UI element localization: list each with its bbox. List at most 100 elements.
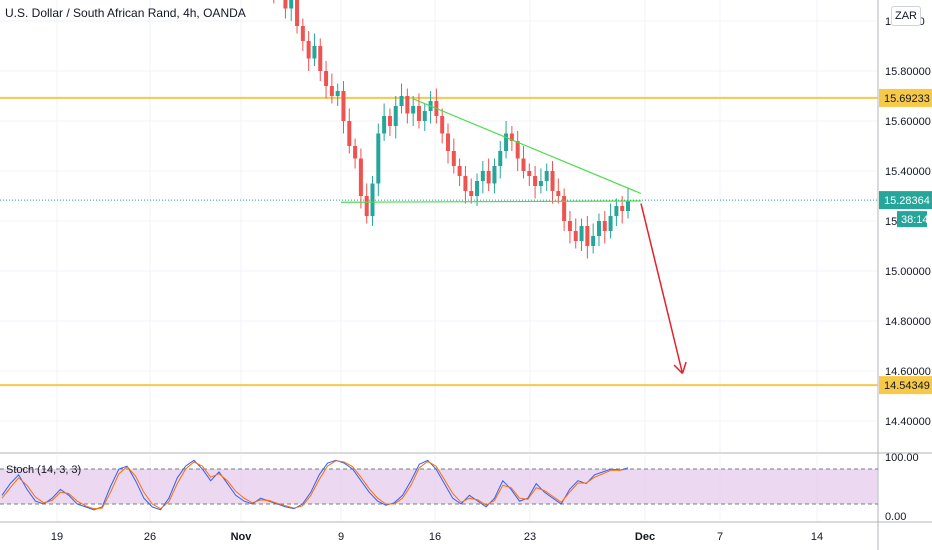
candle-body — [608, 216, 613, 231]
stoch-tick-label: 100.00 — [885, 452, 919, 464]
time-tick-label: 26 — [144, 531, 156, 543]
candle-body — [295, 0, 300, 26]
candle-body — [544, 171, 549, 181]
candle-body — [463, 176, 468, 191]
candle-body — [567, 221, 572, 231]
candle-body — [399, 96, 404, 106]
stoch-tick-label: 0.00 — [885, 511, 906, 523]
time-tick-label: 16 — [429, 531, 441, 543]
trendline — [412, 97, 642, 195]
price-tick-label: 15.00000 — [885, 266, 931, 278]
candle-body — [475, 181, 480, 196]
candle-body — [504, 133, 509, 151]
time-axis: 19 26 Nov 9 16 23 Dec 7 14 — [51, 531, 823, 543]
candle-body — [562, 196, 567, 221]
candle-body — [585, 226, 590, 246]
candle-body — [492, 166, 497, 184]
candle-body — [370, 183, 375, 216]
currency-button[interactable]: ZAR — [891, 6, 921, 26]
trendline — [340, 200, 642, 203]
candle-body — [382, 116, 387, 134]
candle-body — [376, 133, 381, 184]
candle-body — [480, 171, 485, 181]
candle-body — [596, 221, 601, 236]
candle-body — [614, 206, 619, 216]
time-tick-label: 23 — [524, 531, 536, 543]
candle-body — [411, 106, 416, 114]
candle-body — [329, 86, 334, 96]
arrow-head — [673, 364, 684, 375]
price-axis: 14.4000014.6000014.8000015.0000015.215.4… — [879, 16, 932, 523]
horizontal-levels — [0, 96, 878, 387]
candle-body — [620, 206, 625, 211]
candle-body — [533, 176, 538, 186]
candle-body — [573, 231, 578, 241]
candle-body — [416, 106, 421, 121]
candle-body — [289, 0, 294, 9]
stoch-label: Stoch (14, 3, 3) — [6, 464, 82, 476]
candle-body — [422, 111, 427, 121]
candle-body — [387, 116, 392, 126]
candle-body — [556, 191, 561, 196]
time-tick-label: 14 — [811, 531, 823, 543]
level-label: 14.54349 — [884, 380, 930, 392]
candle-body — [550, 171, 555, 191]
candle-body — [602, 221, 607, 231]
time-tick-label: 9 — [338, 531, 344, 543]
candle-body — [469, 191, 474, 196]
time-tick-label: 7 — [717, 531, 723, 543]
countdown-bg — [897, 211, 927, 228]
time-tick-label: 19 — [51, 531, 63, 543]
price-tick-label: 14.80000 — [885, 316, 931, 328]
countdown-label: 38:14 — [901, 214, 929, 226]
level-label-bg — [879, 376, 932, 395]
candles — [273, 0, 630, 259]
stoch-series-line — [1, 460, 629, 510]
candle-body — [364, 196, 369, 216]
drawings — [340, 97, 687, 375]
candle-body — [521, 158, 526, 171]
time-tick-label: Nov — [231, 531, 253, 543]
candle-body — [358, 158, 363, 196]
candle-body — [515, 141, 520, 159]
candle-body — [335, 91, 340, 96]
candle-body — [498, 151, 503, 166]
candle-body — [318, 46, 323, 71]
price-tick-label: 14.60000 — [885, 366, 931, 378]
candle-body — [509, 133, 514, 141]
candle-body — [312, 46, 317, 59]
candle-body — [451, 151, 456, 166]
candle-body — [393, 106, 398, 126]
candle-body — [306, 41, 311, 59]
candle-body — [486, 171, 491, 184]
candle-body — [324, 71, 329, 86]
last-price-bg — [879, 191, 932, 210]
time-tick-label: Dec — [635, 531, 655, 543]
chart-title: U.S. Dollar / South African Rand, 4h, OA… — [5, 6, 246, 20]
candle-body — [347, 121, 352, 146]
arrow-head — [681, 361, 687, 374]
candle-body — [591, 236, 596, 246]
candle-body — [405, 96, 410, 114]
candle-body — [440, 116, 445, 134]
candle-body — [626, 201, 630, 211]
price-tick-label: 15.80000 — [885, 66, 931, 78]
price-tick-label: 14.40000 — [885, 416, 931, 428]
candle-body — [283, 0, 288, 9]
level-label-bg — [879, 88, 932, 107]
stochastic-panel — [0, 459, 878, 511]
arrow-shaft — [640, 203, 684, 374]
price-tick-label: 15.60000 — [885, 116, 931, 128]
candle-body — [353, 146, 358, 159]
candle-body — [300, 26, 305, 41]
candle-body — [579, 226, 584, 241]
candle-body — [457, 166, 462, 176]
candle-body — [446, 133, 450, 151]
level-label: 15.69233 — [884, 93, 930, 105]
last-price-label: 15.28364 — [884, 195, 930, 207]
stoch-series-line — [1, 459, 629, 511]
candle-body — [527, 171, 532, 176]
candle-body — [538, 181, 543, 186]
price-tick-label: 15.40000 — [885, 166, 931, 178]
